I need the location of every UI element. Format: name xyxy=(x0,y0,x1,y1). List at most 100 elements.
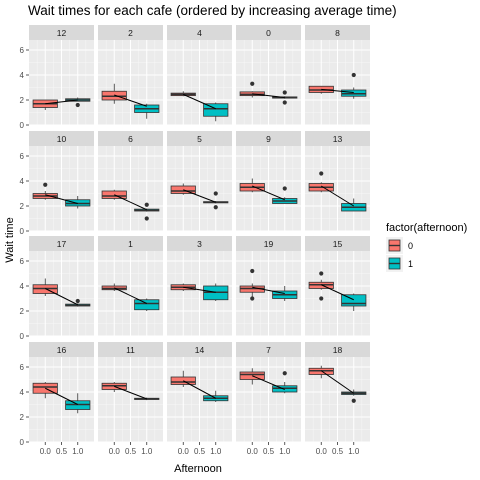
x-tick-label: 1.0 xyxy=(279,447,291,456)
outlier-point xyxy=(282,186,287,191)
facet-strip xyxy=(29,25,94,40)
mean-line xyxy=(321,88,354,93)
y-tick-label: 0 xyxy=(20,332,25,341)
y-tick-label: 4 xyxy=(20,177,25,186)
box-afternoon-0 xyxy=(239,178,265,193)
y-tick-label: 4 xyxy=(20,71,25,80)
outlier-point xyxy=(319,171,324,176)
legend: factor(afternoon) 0 1 xyxy=(386,222,467,272)
facet-strip xyxy=(167,236,232,251)
facet-strip xyxy=(98,236,163,251)
x-tick-label: 0.0 xyxy=(247,447,259,456)
facet-strip-label: 16 xyxy=(57,345,67,355)
facet-strip xyxy=(98,342,163,357)
facet-panel-1: 1 xyxy=(98,236,163,337)
facet-panel-18: 18 0.0 0.5 1.0 xyxy=(305,342,370,456)
y-tick-label: 0 xyxy=(20,227,25,236)
x-tick-label: 0.0 xyxy=(316,447,328,456)
outlier-point xyxy=(250,296,255,301)
outlier-point xyxy=(319,296,324,301)
x-axis-label: Afternoon xyxy=(174,463,222,475)
box-afternoon-0 xyxy=(32,182,58,200)
facet-strip xyxy=(167,131,232,146)
legend-item-0: 0 xyxy=(386,237,413,254)
mean-line xyxy=(320,185,355,207)
box xyxy=(134,299,160,311)
y-tick-label: 6 xyxy=(20,363,25,372)
box-afternoon-1 xyxy=(272,186,298,204)
mean-line xyxy=(252,286,285,294)
outlier-point xyxy=(282,371,287,376)
facet-panel-14: 14 0.0 0.5 1.0 xyxy=(167,342,232,456)
mean-line xyxy=(183,189,216,203)
y-tick-label: 6 xyxy=(20,46,25,55)
facet-strip xyxy=(29,131,94,146)
facet-strip-label: 10 xyxy=(57,134,67,144)
facet-strip xyxy=(167,25,232,40)
x-tick-label: 1.0 xyxy=(210,447,222,456)
outlier-point xyxy=(250,268,255,274)
facet-strip-label: 17 xyxy=(57,239,67,249)
mean-line xyxy=(114,287,147,304)
y-tick-label: 2 xyxy=(20,413,25,422)
facet-strip-label: 0 xyxy=(266,28,271,38)
outlier-point xyxy=(213,205,218,210)
mean-line xyxy=(114,194,147,211)
facet-panel-17: 17 0 2 4 6 xyxy=(20,236,94,341)
facet-strip xyxy=(29,236,94,251)
facet-panel-8: 8 xyxy=(305,25,370,126)
facet-strip-label: 1 xyxy=(128,239,133,249)
x-tick-label: 0.5 xyxy=(332,447,344,456)
facet-strip xyxy=(98,131,163,146)
facet-strip xyxy=(305,131,370,146)
box-afternoon-1 xyxy=(203,283,229,301)
mean-line xyxy=(45,288,78,306)
facet-strip xyxy=(98,25,163,40)
facet-strip-label: 13 xyxy=(333,134,343,144)
outlier-point xyxy=(75,298,80,304)
mean-line xyxy=(114,94,147,107)
facet-strip-label: 19 xyxy=(264,239,274,249)
outlier-point xyxy=(351,398,356,403)
y-tick-label: 2 xyxy=(20,96,25,105)
legend-label: 1 xyxy=(408,259,413,269)
y-tick-label: 4 xyxy=(20,388,25,397)
mean-line xyxy=(183,286,216,293)
facet-panel-16: 16 0 2 4 6 0.0 0.5 1.0 xyxy=(20,342,94,456)
facet-strip-label: 14 xyxy=(195,345,205,355)
x-tick-label: 1.0 xyxy=(72,447,84,456)
box xyxy=(341,294,367,307)
legend-title: factor(afternoon) xyxy=(386,222,467,234)
facet-strip xyxy=(236,342,301,357)
facet-panel-0: 0 xyxy=(236,25,301,126)
x-tick-label: 1.0 xyxy=(348,447,360,456)
facet-panel-4: 4 xyxy=(167,25,232,126)
facet-panel-19: 19 xyxy=(236,236,301,337)
outlier-point xyxy=(144,202,149,207)
mean-line xyxy=(252,185,285,201)
facet-panel-9: 9 xyxy=(236,131,301,232)
x-tick-label: 1.0 xyxy=(141,447,153,456)
mean-line xyxy=(183,380,216,399)
outlier-point xyxy=(144,216,149,221)
outlier-point xyxy=(43,182,48,187)
facet-panel-5: 5 xyxy=(167,131,232,232)
y-tick-label: 6 xyxy=(20,152,25,161)
outlier-point xyxy=(282,90,287,95)
facet-strip-label: 6 xyxy=(128,134,133,144)
outlier-point xyxy=(351,72,356,78)
box-afternoon-1 xyxy=(134,298,160,311)
x-tick-label: 0.0 xyxy=(178,447,190,456)
facet-panel-15: 15 xyxy=(305,236,370,337)
facet-strip-label: 3 xyxy=(197,239,202,249)
facet-strip xyxy=(305,25,370,40)
facet-panel-12: 12 0 2 4 6 xyxy=(20,25,94,130)
facet-strip xyxy=(236,131,301,146)
y-tick-label: 6 xyxy=(20,257,25,266)
y-tick-label: 4 xyxy=(20,282,25,291)
mean-line xyxy=(45,194,78,204)
x-tick-label: 0.0 xyxy=(109,447,121,456)
box-afternoon-0 xyxy=(239,268,265,301)
